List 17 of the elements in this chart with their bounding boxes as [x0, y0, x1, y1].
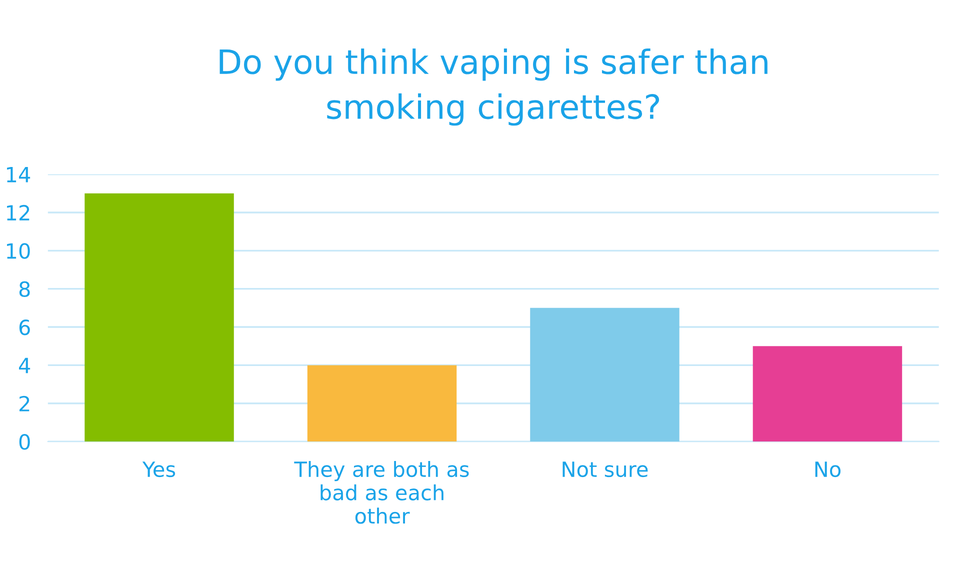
y-tick-label: 14	[7, 167, 30, 182]
y-tick-label: 6	[19, 319, 30, 336]
bar	[752, 346, 902, 442]
y-tick-label: 2	[20, 396, 30, 412]
x-tick-label: Yes	[142, 462, 176, 478]
chart-title: Do you think vaping is safer than smoking cigarettes?	[220, 48, 768, 126]
y-tick-label: 0	[19, 434, 30, 450]
y-tick-label: 4	[18, 358, 30, 374]
y-tick-label: 12	[7, 204, 30, 220]
y-tick-label: 10	[7, 243, 30, 259]
bar	[530, 308, 680, 442]
bar	[307, 365, 457, 442]
x-tick-label: No	[815, 462, 840, 478]
bar	[84, 193, 234, 442]
x-tick-label: Not sure	[562, 462, 648, 478]
x-tick-label: They are both as bad as each other	[294, 461, 469, 524]
y-tick-label: 8	[19, 281, 30, 298]
